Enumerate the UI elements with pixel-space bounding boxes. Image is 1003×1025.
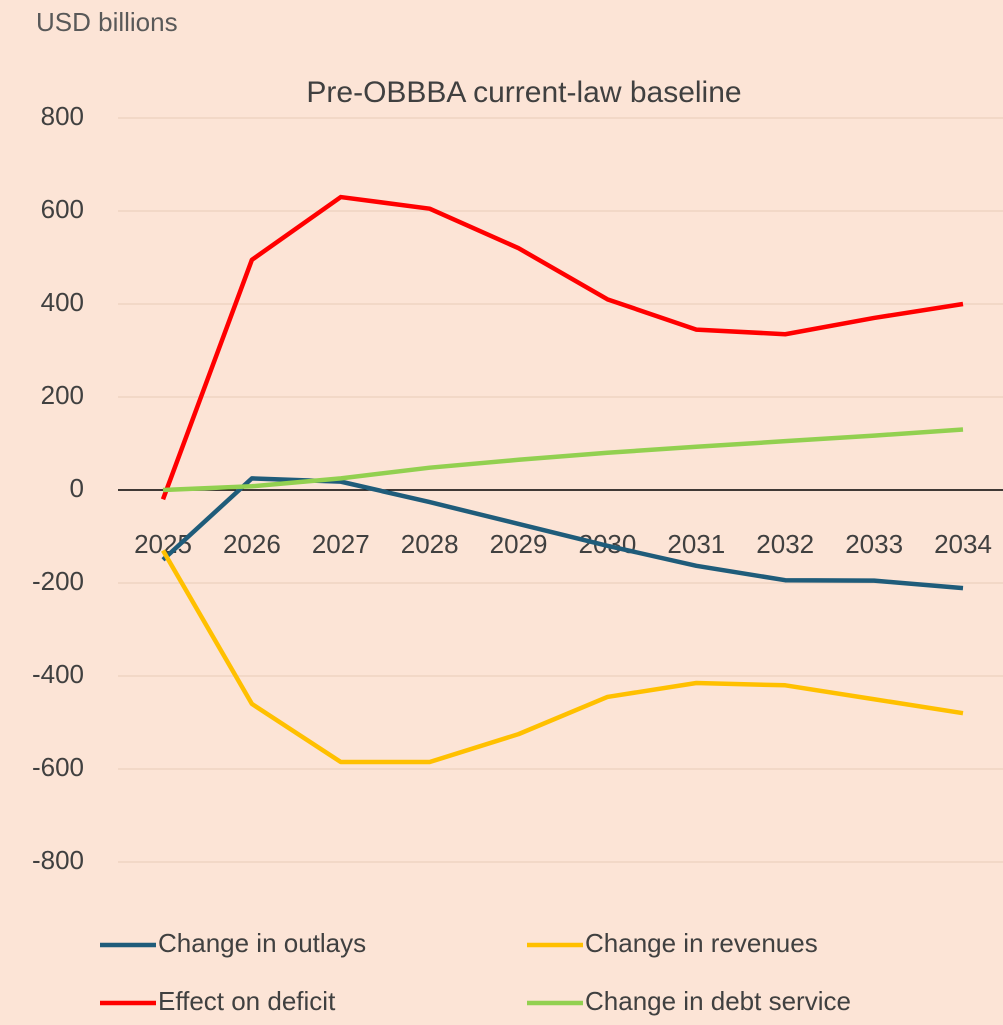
x-tick-label: 2034 bbox=[934, 529, 992, 559]
y-tick-label: -400 bbox=[32, 659, 84, 689]
x-tick-label: 2029 bbox=[490, 529, 548, 559]
x-tick-label: 2026 bbox=[223, 529, 281, 559]
x-tick-label: 2032 bbox=[756, 529, 814, 559]
y-tick-label: -600 bbox=[32, 752, 84, 782]
y-axis-label: USD billions bbox=[36, 7, 178, 37]
series-line bbox=[161, 549, 964, 765]
y-tick-label: 800 bbox=[41, 101, 84, 131]
y-tick-label: 0 bbox=[70, 473, 84, 503]
legend-label: Change in outlays bbox=[158, 928, 366, 958]
x-tick-label: 2027 bbox=[312, 529, 370, 559]
series-line bbox=[162, 427, 964, 493]
legend-label: Effect on deficit bbox=[158, 986, 336, 1016]
legend-label: Change in debt service bbox=[585, 986, 851, 1016]
y-tick-label: 400 bbox=[41, 287, 84, 317]
y-tick-label: -800 bbox=[32, 845, 84, 875]
series-line bbox=[161, 476, 964, 591]
x-tick-label: 2031 bbox=[667, 529, 725, 559]
series-line bbox=[160, 194, 964, 501]
y-tick-label: -200 bbox=[32, 566, 84, 596]
x-tick-label: 2028 bbox=[401, 529, 459, 559]
legend-label: Change in revenues bbox=[585, 928, 818, 958]
chart-title: Pre-OBBBA current-law baseline bbox=[306, 76, 741, 109]
x-tick-label: 2033 bbox=[845, 529, 903, 559]
y-tick-label: 200 bbox=[41, 380, 84, 410]
y-tick-label: 600 bbox=[41, 194, 84, 224]
